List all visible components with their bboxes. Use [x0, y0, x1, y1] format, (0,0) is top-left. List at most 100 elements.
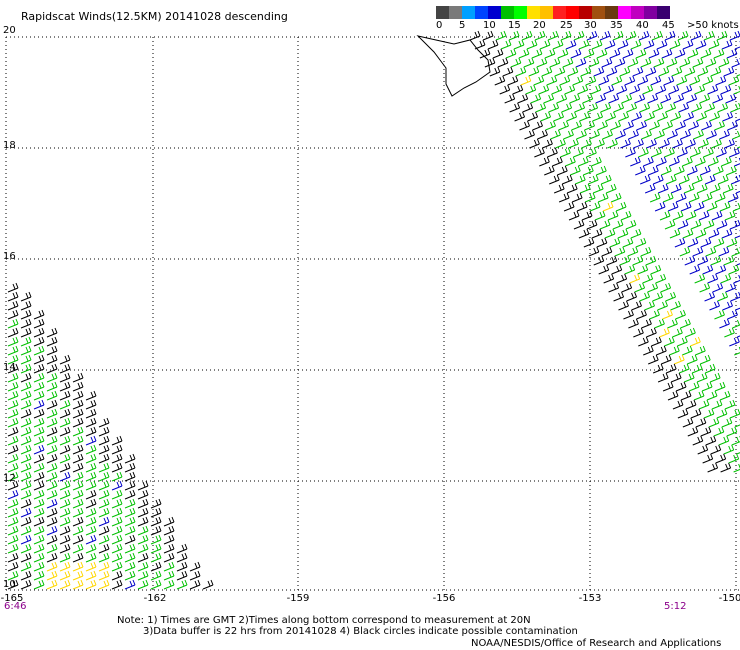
- wind-barb: [137, 552, 149, 563]
- wind-barb: [59, 354, 71, 365]
- wind-barb: [620, 138, 631, 149]
- wind-barb: [20, 525, 32, 536]
- wind-barb: [617, 39, 629, 50]
- wind-barb: [720, 273, 732, 284]
- wind-barb: [593, 255, 605, 266]
- wind-barb: [603, 84, 615, 95]
- wind-barb: [85, 507, 97, 518]
- wind-barb: [33, 372, 45, 383]
- wind-barb: [46, 507, 58, 518]
- wind-barb: [72, 435, 84, 446]
- wind-barb: [137, 507, 149, 518]
- wind-barb: [111, 444, 123, 455]
- wind-barb: [693, 390, 705, 401]
- scale-swatch: [514, 6, 527, 19]
- wind-barb: [20, 444, 32, 455]
- wind-barb: [703, 408, 715, 419]
- wind-barb: [635, 237, 647, 248]
- wind-barb: [734, 346, 740, 356]
- wind-barb: [640, 57, 652, 68]
- wind-barb: [663, 75, 675, 86]
- wind-barb: [524, 129, 535, 140]
- wind-barb: [736, 452, 740, 455]
- wind-barb: [531, 48, 543, 59]
- wind-barb: [704, 291, 716, 302]
- lat-label: 12: [3, 473, 16, 484]
- wind-barb: [710, 255, 722, 266]
- wind-barb: [529, 138, 540, 149]
- wind-barb: [20, 390, 32, 401]
- wind-barb: [7, 471, 19, 482]
- wind-barb: [731, 174, 740, 185]
- wind-barb: [696, 111, 708, 122]
- wind-barb: [621, 282, 633, 293]
- wind-barb: [20, 381, 32, 392]
- wind-barb: [202, 579, 214, 590]
- note-line-2: 3)Data buffer is 22 hrs from 20141028 4)…: [143, 626, 578, 637]
- wind-barb: [568, 210, 580, 221]
- wind-barb: [606, 66, 618, 77]
- wind-barb: [695, 417, 707, 428]
- wind-barb: [150, 498, 162, 509]
- wind-barb: [584, 192, 596, 203]
- wind-barb: [72, 426, 84, 437]
- wind-barb: [664, 30, 676, 41]
- wind-barb: [163, 570, 175, 581]
- wind-barb: [714, 309, 725, 320]
- wind-barb: [586, 147, 597, 158]
- wind-barb: [721, 156, 732, 167]
- wind-barb: [670, 300, 681, 311]
- wind-barb: [20, 417, 32, 428]
- wind-barb: [667, 318, 678, 329]
- wind-barb: [527, 111, 539, 122]
- wind-barb: [667, 201, 679, 212]
- wind-barb: [512, 84, 524, 95]
- wind-barb: [20, 435, 32, 446]
- wind-barb: [601, 57, 613, 68]
- wind-barb: [551, 84, 563, 95]
- wind-barb: [540, 111, 552, 122]
- wind-barb: [111, 507, 123, 518]
- wind-barb: [581, 210, 593, 221]
- wind-barb: [124, 552, 136, 563]
- wind-barb: [570, 48, 582, 59]
- lat-label: 10: [3, 579, 16, 590]
- wind-speed-color-scale: [436, 6, 670, 19]
- wind-barb: [625, 30, 637, 41]
- wind-barb: [690, 30, 702, 41]
- wind-barb: [625, 147, 636, 158]
- wind-barb: [589, 201, 601, 212]
- wind-barb: [669, 156, 680, 167]
- wind-barb: [631, 300, 642, 311]
- wind-barb: [137, 534, 149, 545]
- wind-barb: [46, 327, 58, 338]
- wind-barb: [20, 534, 32, 545]
- wind-barb: [72, 525, 84, 536]
- wind-barb: [620, 210, 632, 221]
- wind-barb: [679, 174, 690, 185]
- wind-barb: [712, 282, 724, 293]
- wind-barb: [582, 93, 594, 104]
- wind-barb: [696, 372, 708, 383]
- wind-barb: [702, 453, 714, 464]
- wind-barb: [137, 570, 149, 581]
- wind-barb: [7, 345, 19, 356]
- wind-barb: [701, 120, 712, 131]
- wind-barb: [504, 93, 516, 104]
- wind-barb: [702, 264, 714, 275]
- wind-barb: [726, 165, 737, 176]
- wind-barb: [46, 390, 58, 401]
- wind-barb: [588, 174, 599, 185]
- wind-barb: [691, 102, 703, 113]
- scale-swatch: [527, 6, 540, 19]
- wind-barb: [734, 157, 740, 167]
- wind-barb: [124, 525, 136, 536]
- wind-barb: [636, 120, 647, 131]
- wind-barb: [85, 498, 97, 509]
- wind-barb: [7, 354, 19, 365]
- wind-barb: [573, 30, 585, 41]
- wind-barb: [7, 399, 19, 410]
- wind-barb: [576, 129, 587, 140]
- wind-barb: [687, 426, 699, 437]
- wind-barb: [7, 507, 19, 518]
